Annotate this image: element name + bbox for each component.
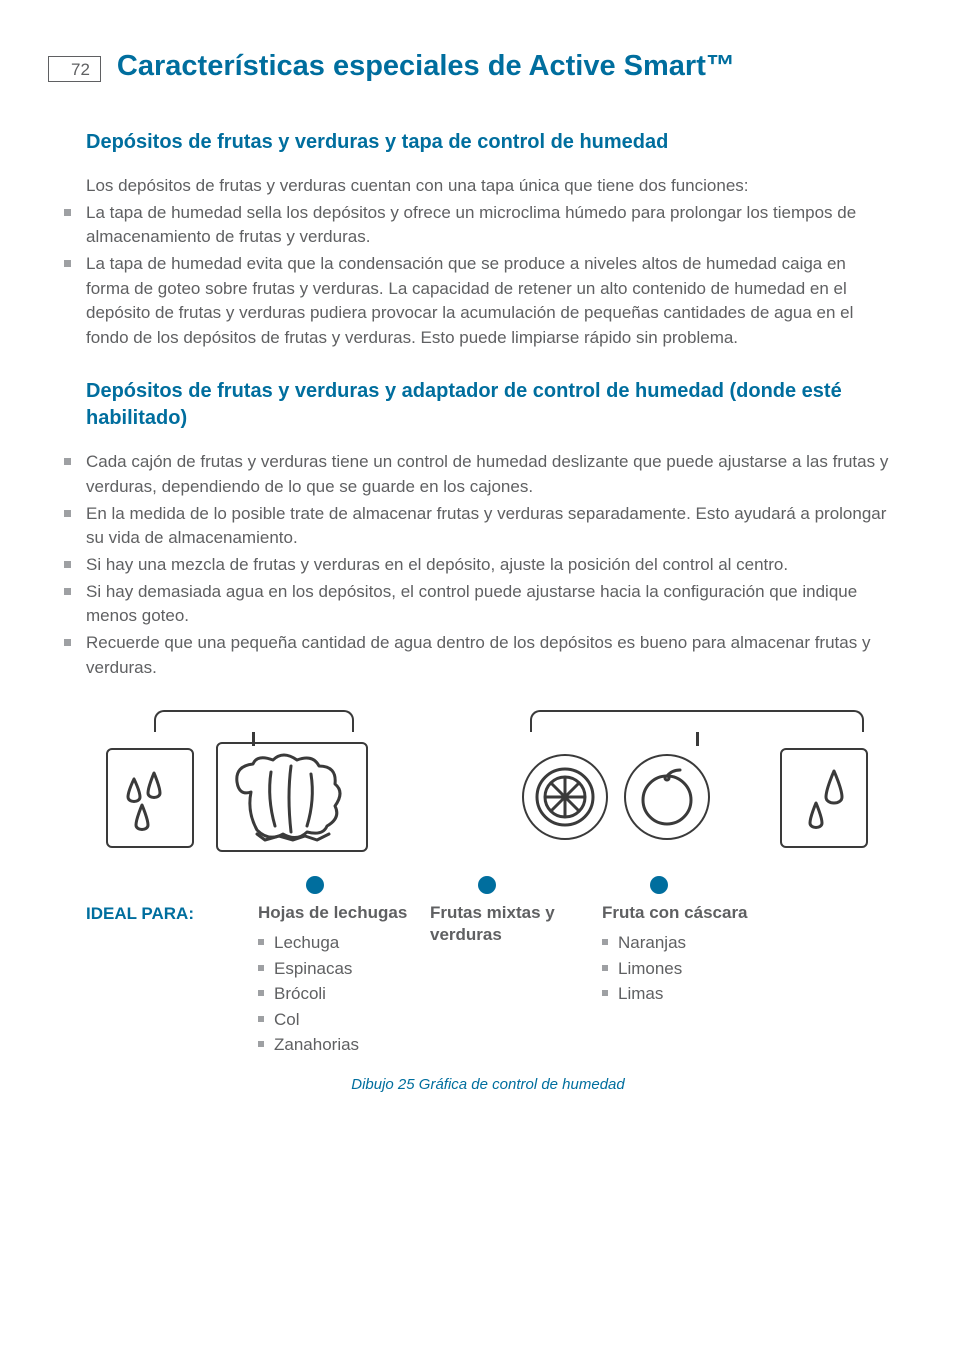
list-item: Espinacas — [258, 956, 430, 982]
lettuce-icon — [216, 742, 368, 852]
dot-icon — [478, 876, 496, 894]
section2-bullet: Si hay demasiada agua en los depósitos, … — [64, 580, 894, 629]
list-item: Naranjas — [602, 930, 774, 956]
section1-intro: Los depósitos de frutas y verduras cuent… — [86, 174, 894, 199]
ideal-para-label: IDEAL PARA: — [86, 876, 258, 1058]
section2-bullet: Si hay una mezcla de frutas y verduras e… — [64, 553, 894, 578]
col3-head: Fruta con cáscara — [602, 902, 774, 924]
page-number: 72 — [48, 56, 101, 82]
section2-bullet: En la medida de lo posible trate de alma… — [64, 502, 894, 551]
section2-heading: Depósitos de frutas y verduras y adaptad… — [86, 378, 894, 432]
dot-icon — [306, 876, 324, 894]
page-title: Características especiales de Active Sma… — [117, 50, 735, 83]
citrus-whole-icon — [624, 754, 710, 840]
humidity-diagram — [86, 710, 890, 862]
high-humidity-icon — [106, 748, 194, 848]
citrus-half-icon — [522, 754, 608, 840]
dot-icon — [650, 876, 668, 894]
section1-heading: Depósitos de frutas y verduras y tapa de… — [86, 129, 894, 156]
list-item: Lechuga — [258, 930, 430, 956]
section1-bullet: La tapa de humedad evita que la condensa… — [64, 252, 894, 351]
list-item: Brócoli — [258, 981, 430, 1007]
section2-bullet: Cada cajón de frutas y verduras tiene un… — [64, 450, 894, 499]
section2-bullet: Recuerde que una pequeña cantidad de agu… — [64, 631, 894, 680]
section1-bullet: La tapa de humedad sella los depósitos y… — [64, 201, 894, 250]
list-item: Limas — [602, 981, 774, 1007]
list-item: Zanahorias — [258, 1032, 430, 1058]
col1-head: Hojas de lechugas — [258, 902, 430, 924]
list-item: Col — [258, 1007, 430, 1033]
figure-caption: Dibujo 25 Gráfica de control de humedad — [86, 1076, 890, 1093]
col2-head: Frutas mixtas y verduras — [430, 902, 602, 946]
list-item: Limones — [602, 956, 774, 982]
low-humidity-icon — [780, 748, 868, 848]
